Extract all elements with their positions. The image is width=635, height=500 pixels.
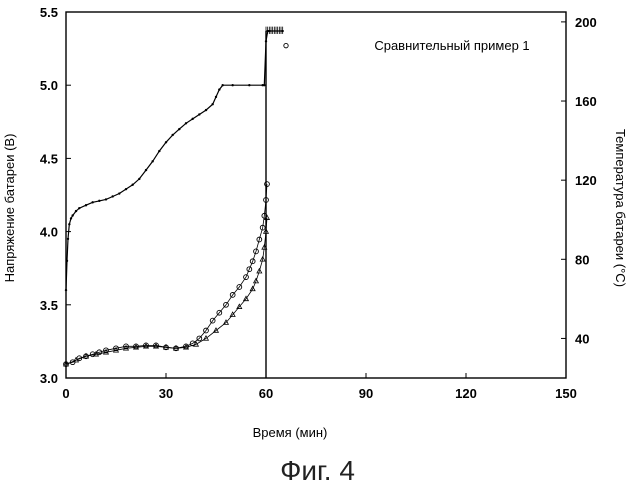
data-point — [70, 217, 72, 219]
y-left-tick-label: 5.5 — [40, 5, 58, 20]
y-left-tick-label: 4.0 — [40, 225, 58, 240]
y-right-tick-label: 160 — [575, 94, 597, 109]
y-left-tick-label: 3.0 — [40, 371, 58, 386]
data-point — [105, 198, 107, 200]
plot-frame — [66, 12, 566, 378]
y-right-tick-label: 80 — [575, 252, 589, 267]
data-point — [191, 118, 193, 120]
y-left-tick-label: 5.0 — [40, 78, 58, 93]
data-point — [85, 204, 87, 206]
y-right-tick-label: 200 — [575, 15, 597, 30]
series-line — [66, 31, 283, 290]
data-point — [138, 178, 140, 180]
figure-caption: Фиг. 4 — [0, 455, 635, 487]
data-point — [68, 223, 70, 225]
y-left-axis-label: Напряжение батареи (В) — [2, 134, 17, 283]
y-right-tick-label: 120 — [575, 173, 597, 188]
data-point — [66, 260, 68, 262]
y-right-axis-label: Температура батареи (°C) — [613, 129, 628, 287]
data-point — [118, 192, 120, 194]
series-dot — [65, 30, 284, 292]
data-point — [67, 238, 69, 240]
data-point — [263, 84, 265, 86]
y-right-tick-label: 40 — [575, 331, 589, 346]
series-line — [66, 184, 267, 364]
data-point — [211, 103, 213, 105]
data-point — [221, 84, 223, 86]
series-line — [66, 218, 267, 364]
series-triangle — [64, 215, 270, 366]
x-tick-label: 60 — [259, 386, 273, 401]
data-point — [185, 122, 187, 124]
data-point — [65, 289, 67, 291]
data-point — [284, 43, 288, 47]
data-point — [231, 84, 233, 86]
series-layer — [64, 27, 289, 378]
x-tick-label: 120 — [455, 386, 477, 401]
data-point — [158, 150, 160, 152]
y-left-tick-label: 4.5 — [40, 151, 58, 166]
annotation-label: Сравнительный пример 1 — [374, 38, 529, 53]
x-tick-label: 150 — [555, 386, 577, 401]
data-point — [198, 113, 200, 115]
data-point — [145, 169, 147, 171]
series-circle — [64, 182, 270, 367]
x-tick-label: 30 — [159, 386, 173, 401]
data-point — [98, 200, 100, 202]
x-axis: 0 30 60 90 120 150 — [62, 373, 576, 401]
data-point — [151, 160, 153, 162]
data-point — [165, 141, 167, 143]
y-left-tick-label: 3.5 — [40, 298, 58, 313]
data-point — [111, 195, 113, 197]
data-point — [78, 207, 80, 209]
data-point — [205, 109, 207, 111]
data-point — [215, 96, 217, 98]
data-point — [218, 88, 220, 90]
data-point — [75, 210, 77, 212]
x-tick-label: 90 — [359, 386, 373, 401]
data-point — [125, 188, 127, 190]
data-point — [71, 214, 73, 216]
data-point — [248, 84, 250, 86]
data-point — [131, 184, 133, 186]
x-axis-label: Время (мин) — [253, 425, 328, 440]
data-point — [171, 134, 173, 136]
data-point — [178, 128, 180, 130]
x-tick-label: 0 — [62, 386, 69, 401]
data-point — [91, 201, 93, 203]
